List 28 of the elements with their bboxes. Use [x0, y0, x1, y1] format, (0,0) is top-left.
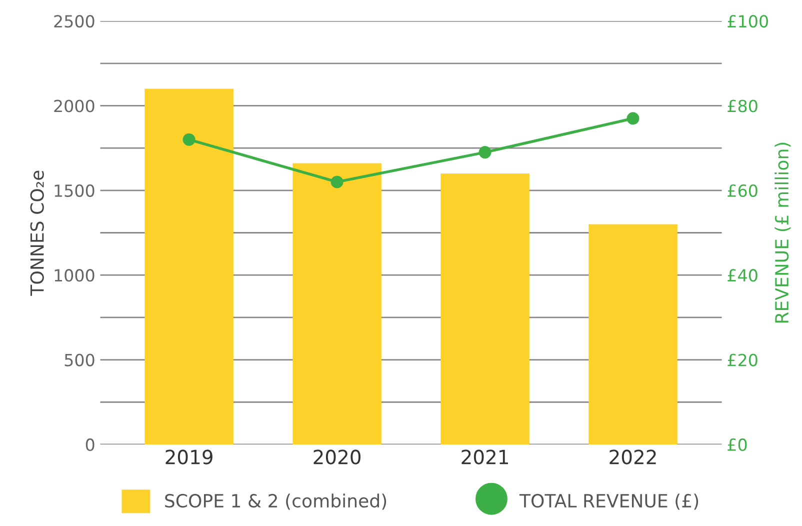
y-tick-label: 1000 — [54, 269, 94, 282]
y-tick-label: 1500 — [54, 184, 94, 197]
point — [330, 176, 344, 188]
bar — [144, 88, 234, 444]
y-axis-title: TONNES CO₂e — [30, 170, 44, 296]
y2-tick-label: £80 — [728, 100, 758, 112]
y-tick-label: 2500 — [54, 15, 94, 28]
y2-tick-label: £0 — [728, 438, 747, 452]
legend-label: TOTAL REVENUE (£) — [519, 494, 698, 510]
y2-tick-label: £100 — [728, 15, 768, 28]
y2-tick-label: £20 — [728, 354, 758, 366]
x-tick-label: 2019 — [166, 450, 212, 464]
y2-axis-title: REVENUE (£ million) — [774, 142, 791, 323]
bar — [440, 173, 530, 444]
y-tick-label: 500 — [64, 354, 94, 366]
bar — [588, 224, 678, 444]
y-tick-label: 2000 — [54, 100, 94, 112]
bar — [292, 163, 382, 444]
point — [626, 112, 640, 125]
point — [478, 146, 492, 159]
point — [182, 133, 196, 146]
legend-label: SCOPE 1 & 2 (combined) — [165, 494, 386, 510]
y-tick-label: 0 — [86, 438, 94, 452]
y2-tick-label: £60 — [728, 184, 758, 197]
x-tick-label: 2020 — [314, 450, 360, 464]
y2-tick-label: £40 — [728, 269, 758, 282]
x-tick-label: 2022 — [610, 450, 656, 464]
x-tick-label: 2021 — [462, 450, 508, 464]
